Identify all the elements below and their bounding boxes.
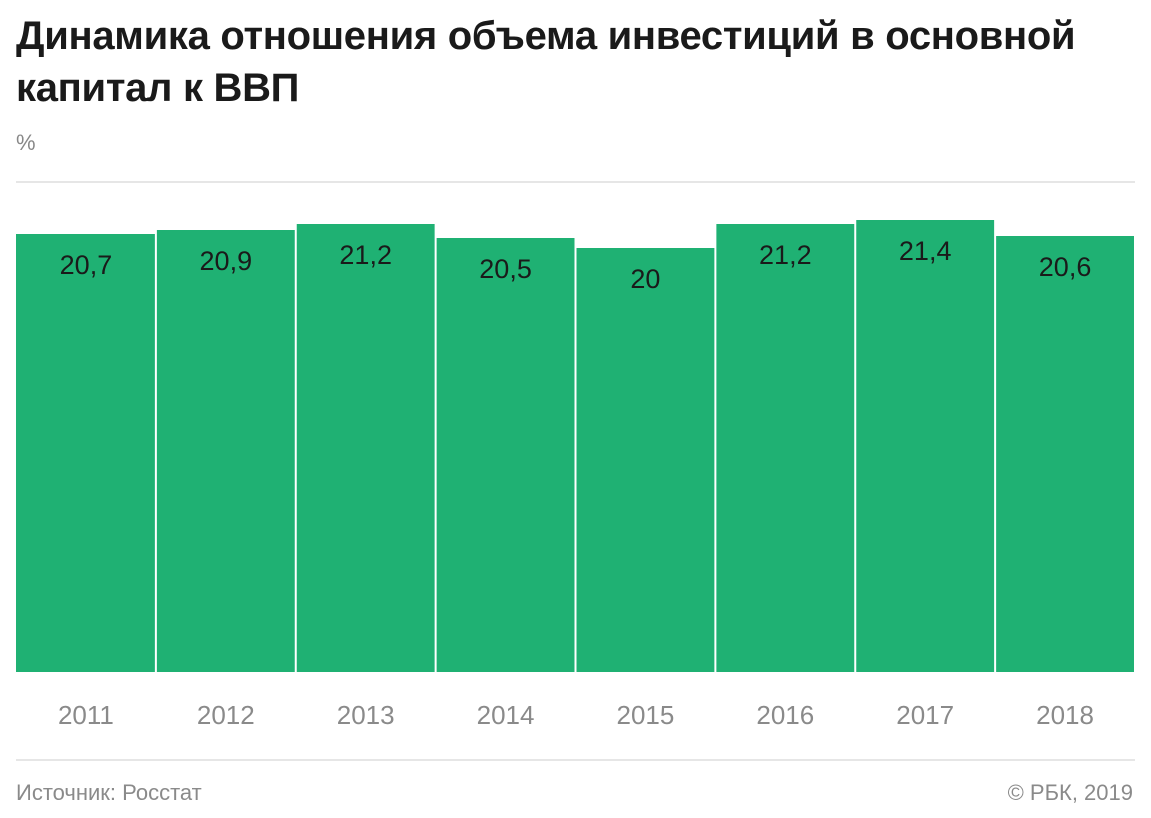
x-tick-label-2011: 2011 — [58, 700, 114, 730]
chart-title: Динамика отношения объема инвестиций в о… — [16, 14, 1076, 110]
unit-label: % — [16, 130, 36, 155]
value-label-2017: 21,4 — [899, 236, 952, 266]
bar-2012 — [156, 230, 295, 672]
bar-2014 — [436, 238, 575, 672]
bar-2015 — [576, 248, 715, 672]
bar-2017 — [856, 220, 995, 672]
x-tick-label-2017: 2017 — [896, 700, 954, 730]
value-label-2016: 21,2 — [759, 240, 812, 270]
value-label-2013: 21,2 — [339, 240, 392, 270]
value-label-2014: 20,5 — [479, 254, 532, 284]
value-label-2015: 20 — [630, 264, 660, 294]
x-tick-label-2013: 2013 — [337, 700, 395, 730]
x-tick-label-2015: 2015 — [617, 700, 675, 730]
value-label-2011: 20,7 — [60, 250, 113, 280]
x-tick-label-2018: 2018 — [1036, 700, 1094, 730]
source-note: Источник: Росстат — [16, 780, 202, 805]
copyright-note: © РБК, 2019 — [1007, 780, 1133, 805]
bar-2018 — [996, 236, 1134, 672]
value-label-2018: 20,6 — [1039, 252, 1092, 282]
bar-2016 — [716, 224, 855, 672]
x-tick-label-2014: 2014 — [477, 700, 535, 730]
bar-2013 — [296, 224, 435, 672]
x-tick-label-2012: 2012 — [197, 700, 255, 730]
bar-2011 — [16, 234, 155, 672]
x-tick-label-2016: 2016 — [756, 700, 814, 730]
value-label-2012: 20,9 — [200, 246, 253, 276]
